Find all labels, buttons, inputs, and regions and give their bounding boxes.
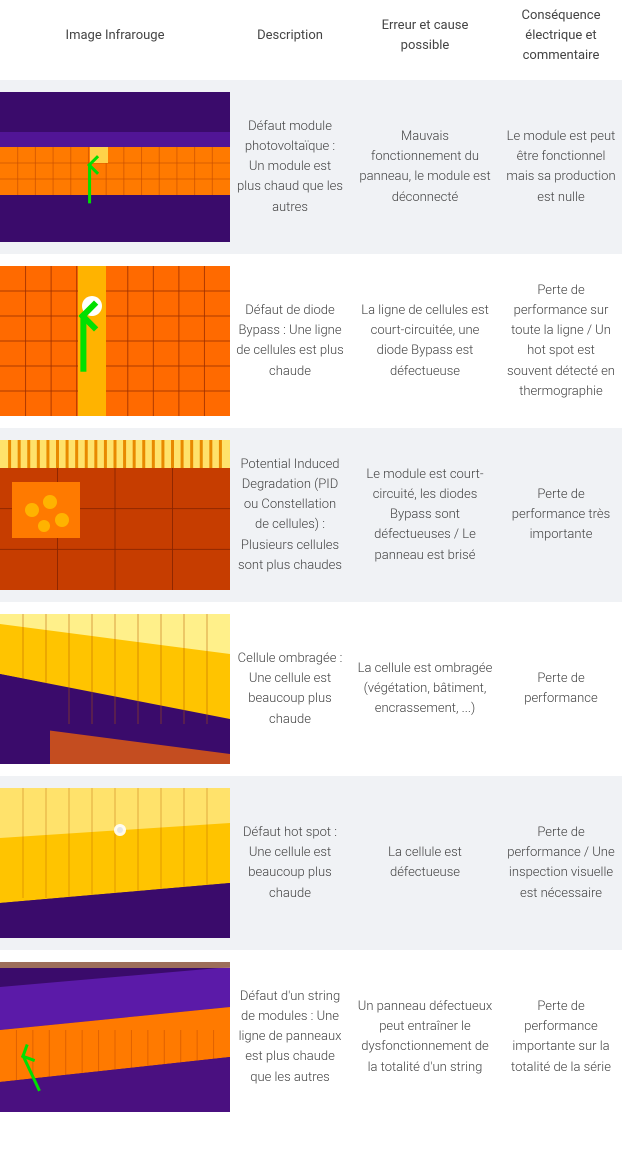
- thermal-image-cell: [0, 254, 230, 428]
- table-row: Défaut d'un string de modules : Une lign…: [0, 950, 622, 1124]
- table-row: Cellule ombragée : Une cellule est beauc…: [0, 602, 622, 776]
- thermal-image: [0, 962, 230, 1112]
- table-row: Défaut de diode Bypass : Une ligne de ce…: [0, 254, 622, 428]
- error-cell: La cellule est ombragée (végétation, bât…: [350, 602, 500, 776]
- thermal-image: [0, 788, 230, 938]
- table-row: Défaut hot spot : Une cellule est beauco…: [0, 776, 622, 950]
- col-header-error: Erreur et cause possible: [350, 0, 500, 80]
- thermal-image: [0, 440, 230, 590]
- consequence-cell: Perte de performance très importante: [500, 428, 622, 602]
- thermal-image-cell: [0, 602, 230, 776]
- description-cell: Défaut hot spot : Une cellule est beauco…: [230, 776, 350, 950]
- description-cell: Défaut module photovoltaïque : Un module…: [230, 80, 350, 254]
- description-cell: Défaut d'un string de modules : Une lign…: [230, 950, 350, 1124]
- thermal-image-cell: [0, 950, 230, 1124]
- col-header-image: Image Infrarouge: [0, 0, 230, 80]
- table-row: Défaut module photovoltaïque : Un module…: [0, 80, 622, 254]
- consequence-cell: Perte de performance: [500, 602, 622, 776]
- thermal-image-cell: [0, 776, 230, 950]
- thermal-image: [0, 614, 230, 764]
- error-cell: Le module est court-circuité, les diodes…: [350, 428, 500, 602]
- table-row: Potential Induced Degradation (PID ou Co…: [0, 428, 622, 602]
- error-cell: La ligne de cellules est court-circuitée…: [350, 254, 500, 428]
- thermal-image: [0, 92, 230, 242]
- error-cell: Un panneau défectueux peut entraîner le …: [350, 950, 500, 1124]
- description-cell: Défaut de diode Bypass : Une ligne de ce…: [230, 254, 350, 428]
- description-cell: Potential Induced Degradation (PID ou Co…: [230, 428, 350, 602]
- col-header-consequence: Conséquence électrique et commentaire: [500, 0, 622, 80]
- col-header-description: Description: [230, 0, 350, 80]
- consequence-cell: Perte de performance sur toute la ligne …: [500, 254, 622, 428]
- consequence-cell: Perte de performance importante sur la t…: [500, 950, 622, 1124]
- thermal-image-cell: [0, 80, 230, 254]
- consequence-cell: Perte de performance / Une inspection vi…: [500, 776, 622, 950]
- error-cell: Mauvais fonctionnement du panneau, le mo…: [350, 80, 500, 254]
- error-cell: La cellule est défectueuse: [350, 776, 500, 950]
- table-header-row: Image Infrarouge Description Erreur et c…: [0, 0, 622, 80]
- description-cell: Cellule ombragée : Une cellule est beauc…: [230, 602, 350, 776]
- thermal-image-cell: [0, 428, 230, 602]
- consequence-cell: Le module est peut être fonctionnel mais…: [500, 80, 622, 254]
- thermal-image: [0, 266, 230, 416]
- defects-table: Image Infrarouge Description Erreur et c…: [0, 0, 622, 1124]
